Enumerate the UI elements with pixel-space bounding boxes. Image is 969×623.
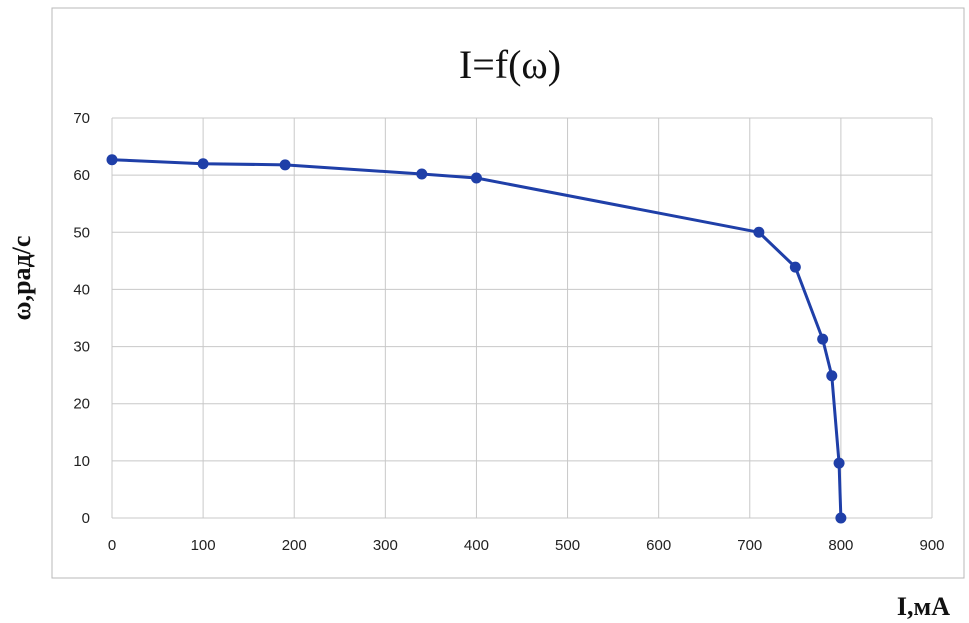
x-tick-label: 900 — [919, 537, 944, 554]
chart-frame — [51, 7, 965, 579]
data-point — [817, 333, 829, 345]
y-tick-label: 20 — [73, 396, 90, 413]
data-point — [833, 457, 845, 469]
data-point — [789, 261, 801, 273]
data-point — [835, 512, 847, 524]
data-point — [470, 172, 482, 184]
data-point — [279, 159, 291, 171]
data-point — [753, 226, 765, 238]
y-tick-label: 50 — [73, 224, 90, 241]
grid — [111, 117, 933, 519]
x-tick-label: 400 — [464, 537, 489, 554]
data-point — [416, 168, 428, 180]
y-tick-label: 40 — [73, 281, 90, 298]
y-axis-title: ω,рад/с — [7, 236, 36, 321]
x-tick-label: 0 — [108, 537, 116, 554]
y-tick-label: 70 — [73, 110, 90, 127]
y-tick-label: 0 — [82, 510, 90, 527]
x-tick-label: 100 — [191, 537, 216, 554]
y-tick-label: 30 — [73, 339, 90, 356]
x-tick-label: 800 — [828, 537, 853, 554]
series-group — [106, 154, 847, 524]
data-point — [197, 158, 209, 170]
y-tick-label: 60 — [73, 167, 90, 184]
x-tick-label: 600 — [646, 537, 671, 554]
x-tick-label: 700 — [737, 537, 762, 554]
x-tick-label: 500 — [555, 537, 580, 554]
y-tick-label: 10 — [73, 453, 90, 470]
x-tick-label: 200 — [282, 537, 307, 554]
chart-title: I=f(ω) — [459, 42, 561, 87]
data-point — [106, 154, 118, 166]
tick-labels: 0 100 200 300 400 500 600 700 800 900 0 10 20 30 40 50 6… — [73, 110, 944, 554]
x-axis-title: I,мА — [897, 592, 950, 621]
x-tick-label: 300 — [373, 537, 398, 554]
data-point — [826, 370, 838, 382]
